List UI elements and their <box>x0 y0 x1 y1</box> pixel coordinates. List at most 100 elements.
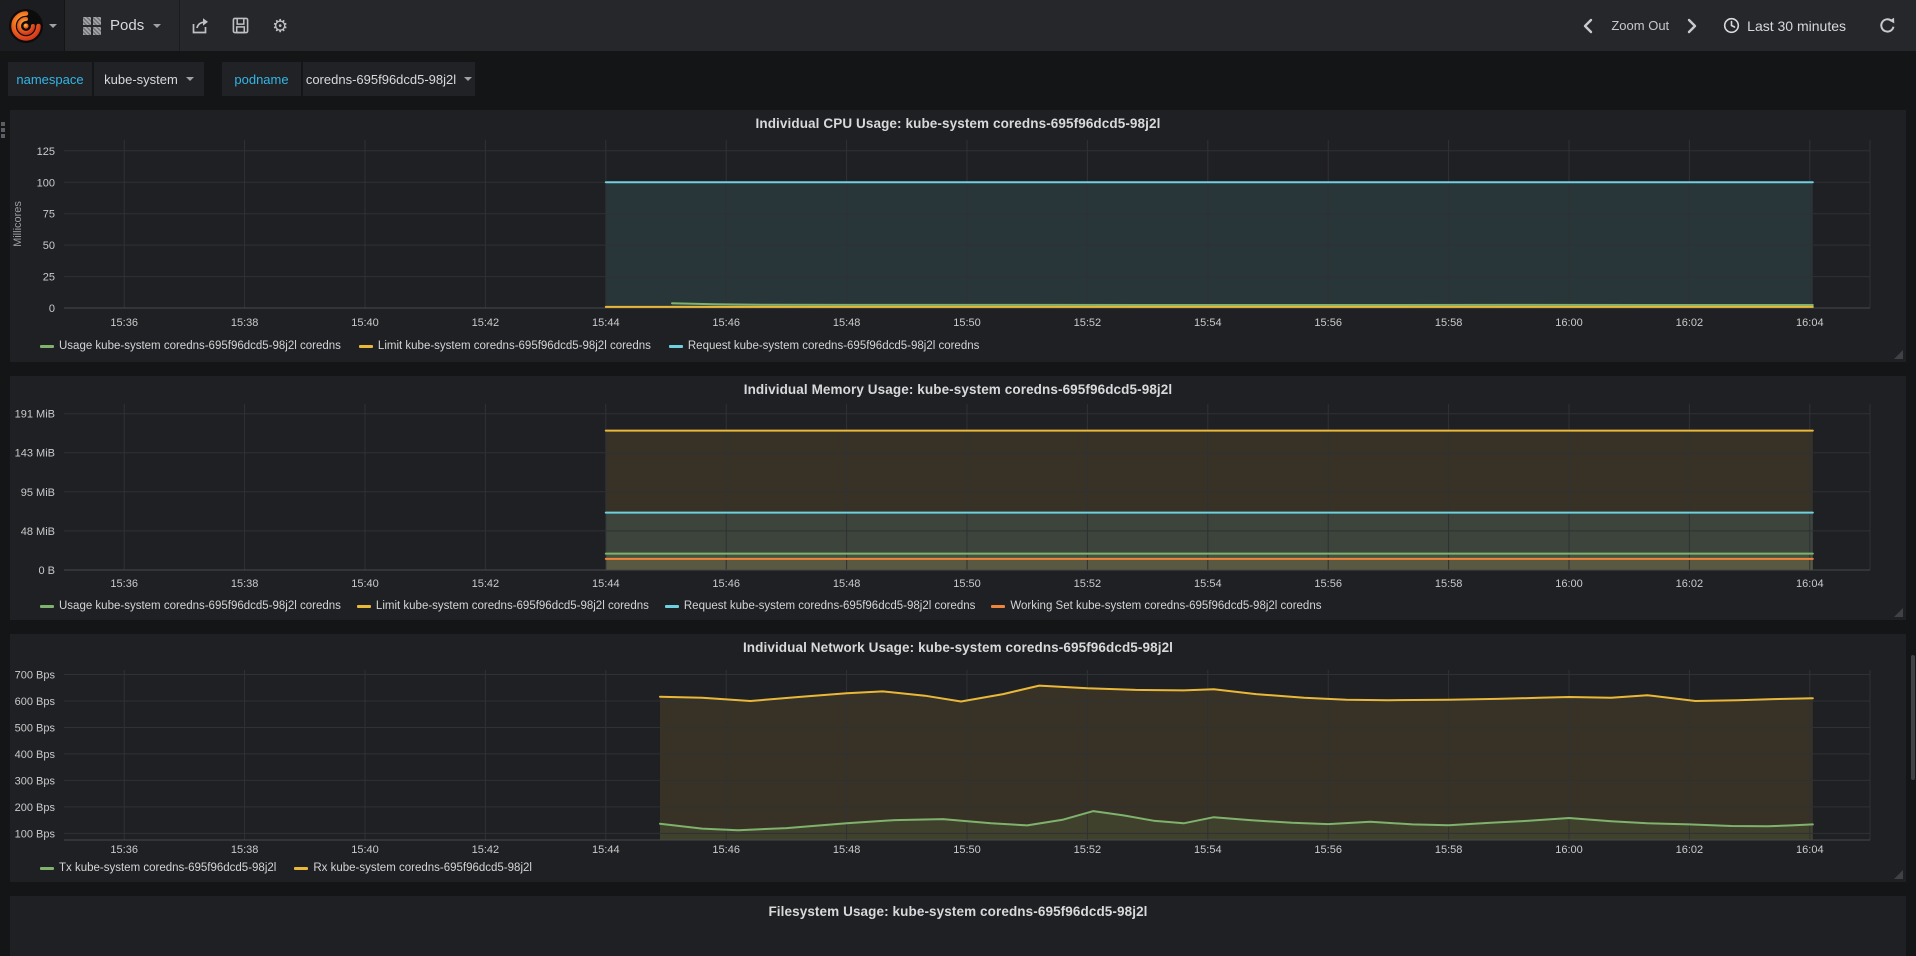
svg-text:16:02: 16:02 <box>1676 578 1704 590</box>
grafana-logo-icon <box>8 8 43 43</box>
svg-text:15:58: 15:58 <box>1435 578 1463 590</box>
legend-item[interactable]: Request kube-system coredns-695f96dcd5-9… <box>668 340 980 352</box>
time-range-label: Last 30 minutes <box>1747 17 1846 34</box>
chart-legend: Tx kube-system coredns-695f96dcd5-98j2l R… <box>40 862 532 874</box>
gear-icon: ⚙ <box>272 15 289 36</box>
legend-color-dash <box>358 344 373 348</box>
panel-title[interactable]: Individual Network Usage: kube-system co… <box>742 640 1174 655</box>
svg-text:15:52: 15:52 <box>1074 844 1102 856</box>
panel-resize-handle[interactable] <box>1894 350 1903 359</box>
legend-series-label[interactable]: Limit kube-system coredns-695f96dcd5-98j… <box>375 600 649 612</box>
legend-series-label[interactable]: Limit kube-system coredns-695f96dcd5-98j… <box>377 340 651 352</box>
template-variables-row: namespace kube-system podname coredns-69… <box>0 62 1916 96</box>
svg-text:16:04: 16:04 <box>1796 844 1824 856</box>
svg-text:100: 100 <box>37 177 55 189</box>
legend-item[interactable]: Working Set kube-system coredns-695f96dc… <box>991 600 1321 612</box>
svg-text:15:50: 15:50 <box>953 317 981 329</box>
page-scrollbar[interactable] <box>1911 655 1915 780</box>
legend-color-dash <box>40 866 54 870</box>
variable-label-namespace: namespace <box>8 62 92 96</box>
panel-title[interactable]: Individual Memory Usage: kube-system cor… <box>743 382 1173 397</box>
legend-color-dash <box>294 866 309 870</box>
panel-resize-handle[interactable] <box>1894 608 1903 617</box>
network-usage-chart[interactable]: 100 Bps 200 Bps 300 Bps 400 Bps 500 Bps 600 B… <box>10 634 1906 882</box>
legend-series-label[interactable]: Request kube-system coredns-695f96dcd5-9… <box>683 600 976 612</box>
svg-text:15:42: 15:42 <box>472 317 500 329</box>
svg-text:200 Bps: 200 Bps <box>15 802 56 814</box>
row-drag-handle[interactable] <box>1 122 5 138</box>
dashboard-picker-button[interactable]: Pods <box>65 0 181 51</box>
zoom-out-button[interactable]: Zoom Out <box>1611 18 1670 33</box>
legend-series-label[interactable]: Rx kube-system coredns-695f96dcd5-98j2l <box>313 862 532 874</box>
svg-text:500 Bps: 500 Bps <box>15 723 56 735</box>
refresh-icon <box>1879 17 1894 33</box>
svg-text:15:56: 15:56 <box>1314 317 1342 329</box>
svg-text:16:00: 16:00 <box>1555 317 1583 329</box>
panel-title[interactable]: Individual CPU Usage: kube-system coredn… <box>755 116 1161 131</box>
memory-usage-chart[interactable]: 0 B 48 MiB 95 MiB 143 MiB 191 MiB 15:36 15:38 1… <box>10 376 1906 620</box>
svg-text:300 Bps: 300 Bps <box>15 775 56 787</box>
svg-text:15:38: 15:38 <box>231 317 259 329</box>
svg-text:15:40: 15:40 <box>351 844 379 856</box>
panel-resize-handle[interactable] <box>1894 870 1903 879</box>
legend-item[interactable]: Usage kube-system coredns-695f96dcd5-98j… <box>40 600 341 612</box>
dashboard-grid-icon <box>83 16 101 35</box>
svg-text:15:40: 15:40 <box>351 578 379 590</box>
svg-text:15:44: 15:44 <box>592 317 620 329</box>
time-controls: Zoom Out Last 30 minutes <box>1575 0 1916 51</box>
svg-text:600 Bps: 600 Bps <box>15 696 56 708</box>
cpu-usage-chart[interactable]: 0 25 50 75 100 125 15:36 15:38 15:40 15:42 15:44 15… <box>10 110 1906 362</box>
chart-legend: Usage kube-system coredns-695f96dcd5-98j… <box>40 600 1321 612</box>
svg-text:15:58: 15:58 <box>1435 317 1463 329</box>
save-dashboard-button[interactable] <box>220 0 260 51</box>
svg-text:15:48: 15:48 <box>833 844 861 856</box>
legend-item[interactable]: Request kube-system coredns-695f96dcd5-9… <box>664 600 976 612</box>
svg-text:15:52: 15:52 <box>1074 578 1102 590</box>
svg-text:Millicores: Millicores <box>12 201 24 247</box>
legend-series-label[interactable]: Tx kube-system coredns-695f96dcd5-98j2l <box>59 862 277 874</box>
svg-text:75: 75 <box>43 209 55 221</box>
legend-color-dash <box>668 344 683 348</box>
legend-series-label[interactable]: Working Set kube-system coredns-695f96dc… <box>1010 600 1322 612</box>
share-icon <box>192 17 209 33</box>
dashboard-title: Pods <box>110 17 145 34</box>
panel-cpu-usage: Individual CPU Usage: kube-system coredn… <box>10 110 1906 362</box>
variable-value-namespace[interactable]: kube-system <box>94 62 204 96</box>
share-dashboard-button[interactable] <box>180 0 220 51</box>
grafana-menu-button[interactable] <box>0 0 65 51</box>
svg-text:15:36: 15:36 <box>110 317 138 329</box>
legend-item[interactable]: Usage kube-system coredns-695f96dcd5-98j… <box>40 340 341 352</box>
dashboard-settings-button[interactable]: ⚙ <box>260 0 300 51</box>
svg-text:15:42: 15:42 <box>472 578 500 590</box>
variable-value-podname[interactable]: coredns-695f96dcd5-98j2l <box>303 62 475 96</box>
legend-item[interactable]: Limit kube-system coredns-695f96dcd5-98j… <box>356 600 649 612</box>
svg-text:16:02: 16:02 <box>1676 317 1704 329</box>
svg-text:16:02: 16:02 <box>1676 844 1704 856</box>
svg-text:15:50: 15:50 <box>953 844 981 856</box>
time-range-picker[interactable]: Last 30 minutes <box>1723 17 1846 34</box>
legend-series-label[interactable]: Usage kube-system coredns-695f96dcd5-98j… <box>59 340 341 352</box>
svg-text:143 MiB: 143 MiB <box>15 448 55 460</box>
svg-text:15:46: 15:46 <box>712 844 740 856</box>
time-shift-back-button[interactable] <box>1575 0 1601 51</box>
legend-item[interactable]: Rx kube-system coredns-695f96dcd5-98j2l <box>294 862 532 874</box>
svg-text:15:56: 15:56 <box>1314 844 1342 856</box>
chevron-down-icon <box>48 23 57 28</box>
svg-text:15:36: 15:36 <box>110 578 138 590</box>
svg-text:191 MiB: 191 MiB <box>15 409 55 421</box>
svg-text:15:48: 15:48 <box>833 578 861 590</box>
legend-item[interactable]: Tx kube-system coredns-695f96dcd5-98j2l <box>40 862 276 874</box>
legend-series-label[interactable]: Request kube-system coredns-695f96dcd5-9… <box>687 340 980 352</box>
legend-item[interactable]: Limit kube-system coredns-695f96dcd5-98j… <box>358 340 651 352</box>
svg-text:125: 125 <box>37 146 55 158</box>
chevron-down-icon <box>185 77 194 81</box>
svg-text:15:54: 15:54 <box>1194 844 1222 856</box>
legend-series-label[interactable]: Usage kube-system coredns-695f96dcd5-98j… <box>59 600 341 612</box>
svg-text:15:54: 15:54 <box>1194 317 1222 329</box>
svg-text:50: 50 <box>43 240 55 252</box>
svg-text:15:50: 15:50 <box>953 578 981 590</box>
time-shift-forward-button[interactable] <box>1679 0 1705 51</box>
refresh-button[interactable] <box>1872 0 1902 51</box>
panel-title[interactable]: Filesystem Usage: kube-system coredns-69… <box>768 904 1148 919</box>
svg-text:15:38: 15:38 <box>231 844 259 856</box>
